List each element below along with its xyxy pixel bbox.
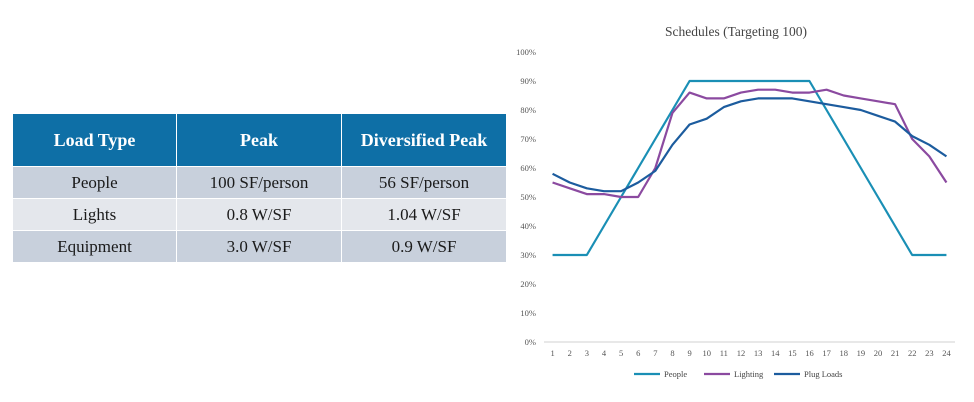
- table-row: Lights 0.8 W/SF 1.04 W/SF: [12, 198, 507, 231]
- x-tick-label: 3: [585, 348, 589, 358]
- y-tick-label: 10%: [520, 308, 536, 318]
- y-tick-label: 100%: [516, 47, 536, 57]
- x-tick-label: 24: [942, 348, 951, 358]
- x-tick-label: 15: [788, 348, 797, 358]
- y-tick-label: 40%: [520, 221, 536, 231]
- y-tick-label: 0%: [525, 337, 536, 347]
- legend-label-plug-loads: Plug Loads: [804, 369, 843, 379]
- header-diversified-peak: Diversified Peak: [341, 113, 507, 167]
- x-tick-label: 14: [771, 348, 780, 358]
- cell-diversified-peak: 1.04 W/SF: [341, 198, 507, 231]
- x-tick-label: 19: [857, 348, 866, 358]
- legend-label-lighting: Lighting: [734, 369, 764, 379]
- x-tick-label: 11: [720, 348, 728, 358]
- y-tick-label: 80%: [520, 105, 536, 115]
- x-tick-label: 4: [602, 348, 607, 358]
- x-tick-label: 1: [550, 348, 554, 358]
- cell-load-type: Lights: [12, 198, 177, 231]
- header-peak: Peak: [176, 113, 342, 167]
- cell-peak: 3.0 W/SF: [176, 230, 342, 263]
- cell-load-type: Equipment: [12, 230, 177, 263]
- x-tick-label: 10: [702, 348, 711, 358]
- x-tick-label: 16: [805, 348, 814, 358]
- x-tick-label: 12: [737, 348, 746, 358]
- cell-diversified-peak: 56 SF/person: [341, 166, 507, 199]
- x-tick-label: 7: [653, 348, 657, 358]
- x-tick-label: 23: [925, 348, 934, 358]
- table-row: Equipment 3.0 W/SF 0.9 W/SF: [12, 230, 507, 263]
- table-header-row: Load Type Peak Diversified Peak: [12, 113, 507, 167]
- schedules-line-chart: Schedules (Targeting 100) 0% 10% 20% 30% 40%…: [516, 24, 955, 379]
- chart-legend: People Lighting Plug Loads: [634, 369, 843, 379]
- y-tick-label: 70%: [520, 134, 536, 144]
- series-line-plug-loads: [552, 97, 948, 193]
- x-tick-label: 18: [839, 348, 848, 358]
- legend-label-people: People: [664, 369, 687, 379]
- x-tick-label: 21: [891, 348, 900, 358]
- chart-title: Schedules (Targeting 100): [665, 24, 807, 39]
- series-line-people: [552, 79, 947, 257]
- y-tick-label: 20%: [520, 279, 536, 289]
- y-tick-label: 90%: [520, 76, 536, 86]
- load-table: Load Type Peak Diversified Peak People 1…: [12, 113, 507, 263]
- x-tick-label: 22: [908, 348, 917, 358]
- x-tick-label: 13: [754, 348, 763, 358]
- table-row: People 100 SF/person 56 SF/person: [12, 166, 507, 199]
- y-tick-label: 50%: [520, 192, 536, 202]
- x-tick-label: 8: [670, 348, 674, 358]
- chart-series: [552, 79, 948, 257]
- cell-peak: 0.8 W/SF: [176, 198, 342, 231]
- cell-load-type: People: [12, 166, 177, 199]
- cell-diversified-peak: 0.9 W/SF: [341, 230, 507, 263]
- series-line-lighting: [552, 88, 948, 199]
- x-tick-label: 17: [822, 348, 831, 358]
- x-tick-label: 20: [874, 348, 883, 358]
- chart-axes: 0%10%20%30%40%50%60%70%80%90%100%1 2 3 4 5 6 7…: [516, 47, 955, 358]
- x-tick-label: 2: [568, 348, 572, 358]
- x-tick-label: 5: [619, 348, 623, 358]
- y-tick-label: 30%: [520, 250, 536, 260]
- cell-peak: 100 SF/person: [176, 166, 342, 199]
- x-tick-label: 9: [687, 348, 691, 358]
- x-tick-label: 6: [636, 348, 640, 358]
- y-tick-label: 60%: [520, 163, 536, 173]
- header-load-type: Load Type: [12, 113, 177, 167]
